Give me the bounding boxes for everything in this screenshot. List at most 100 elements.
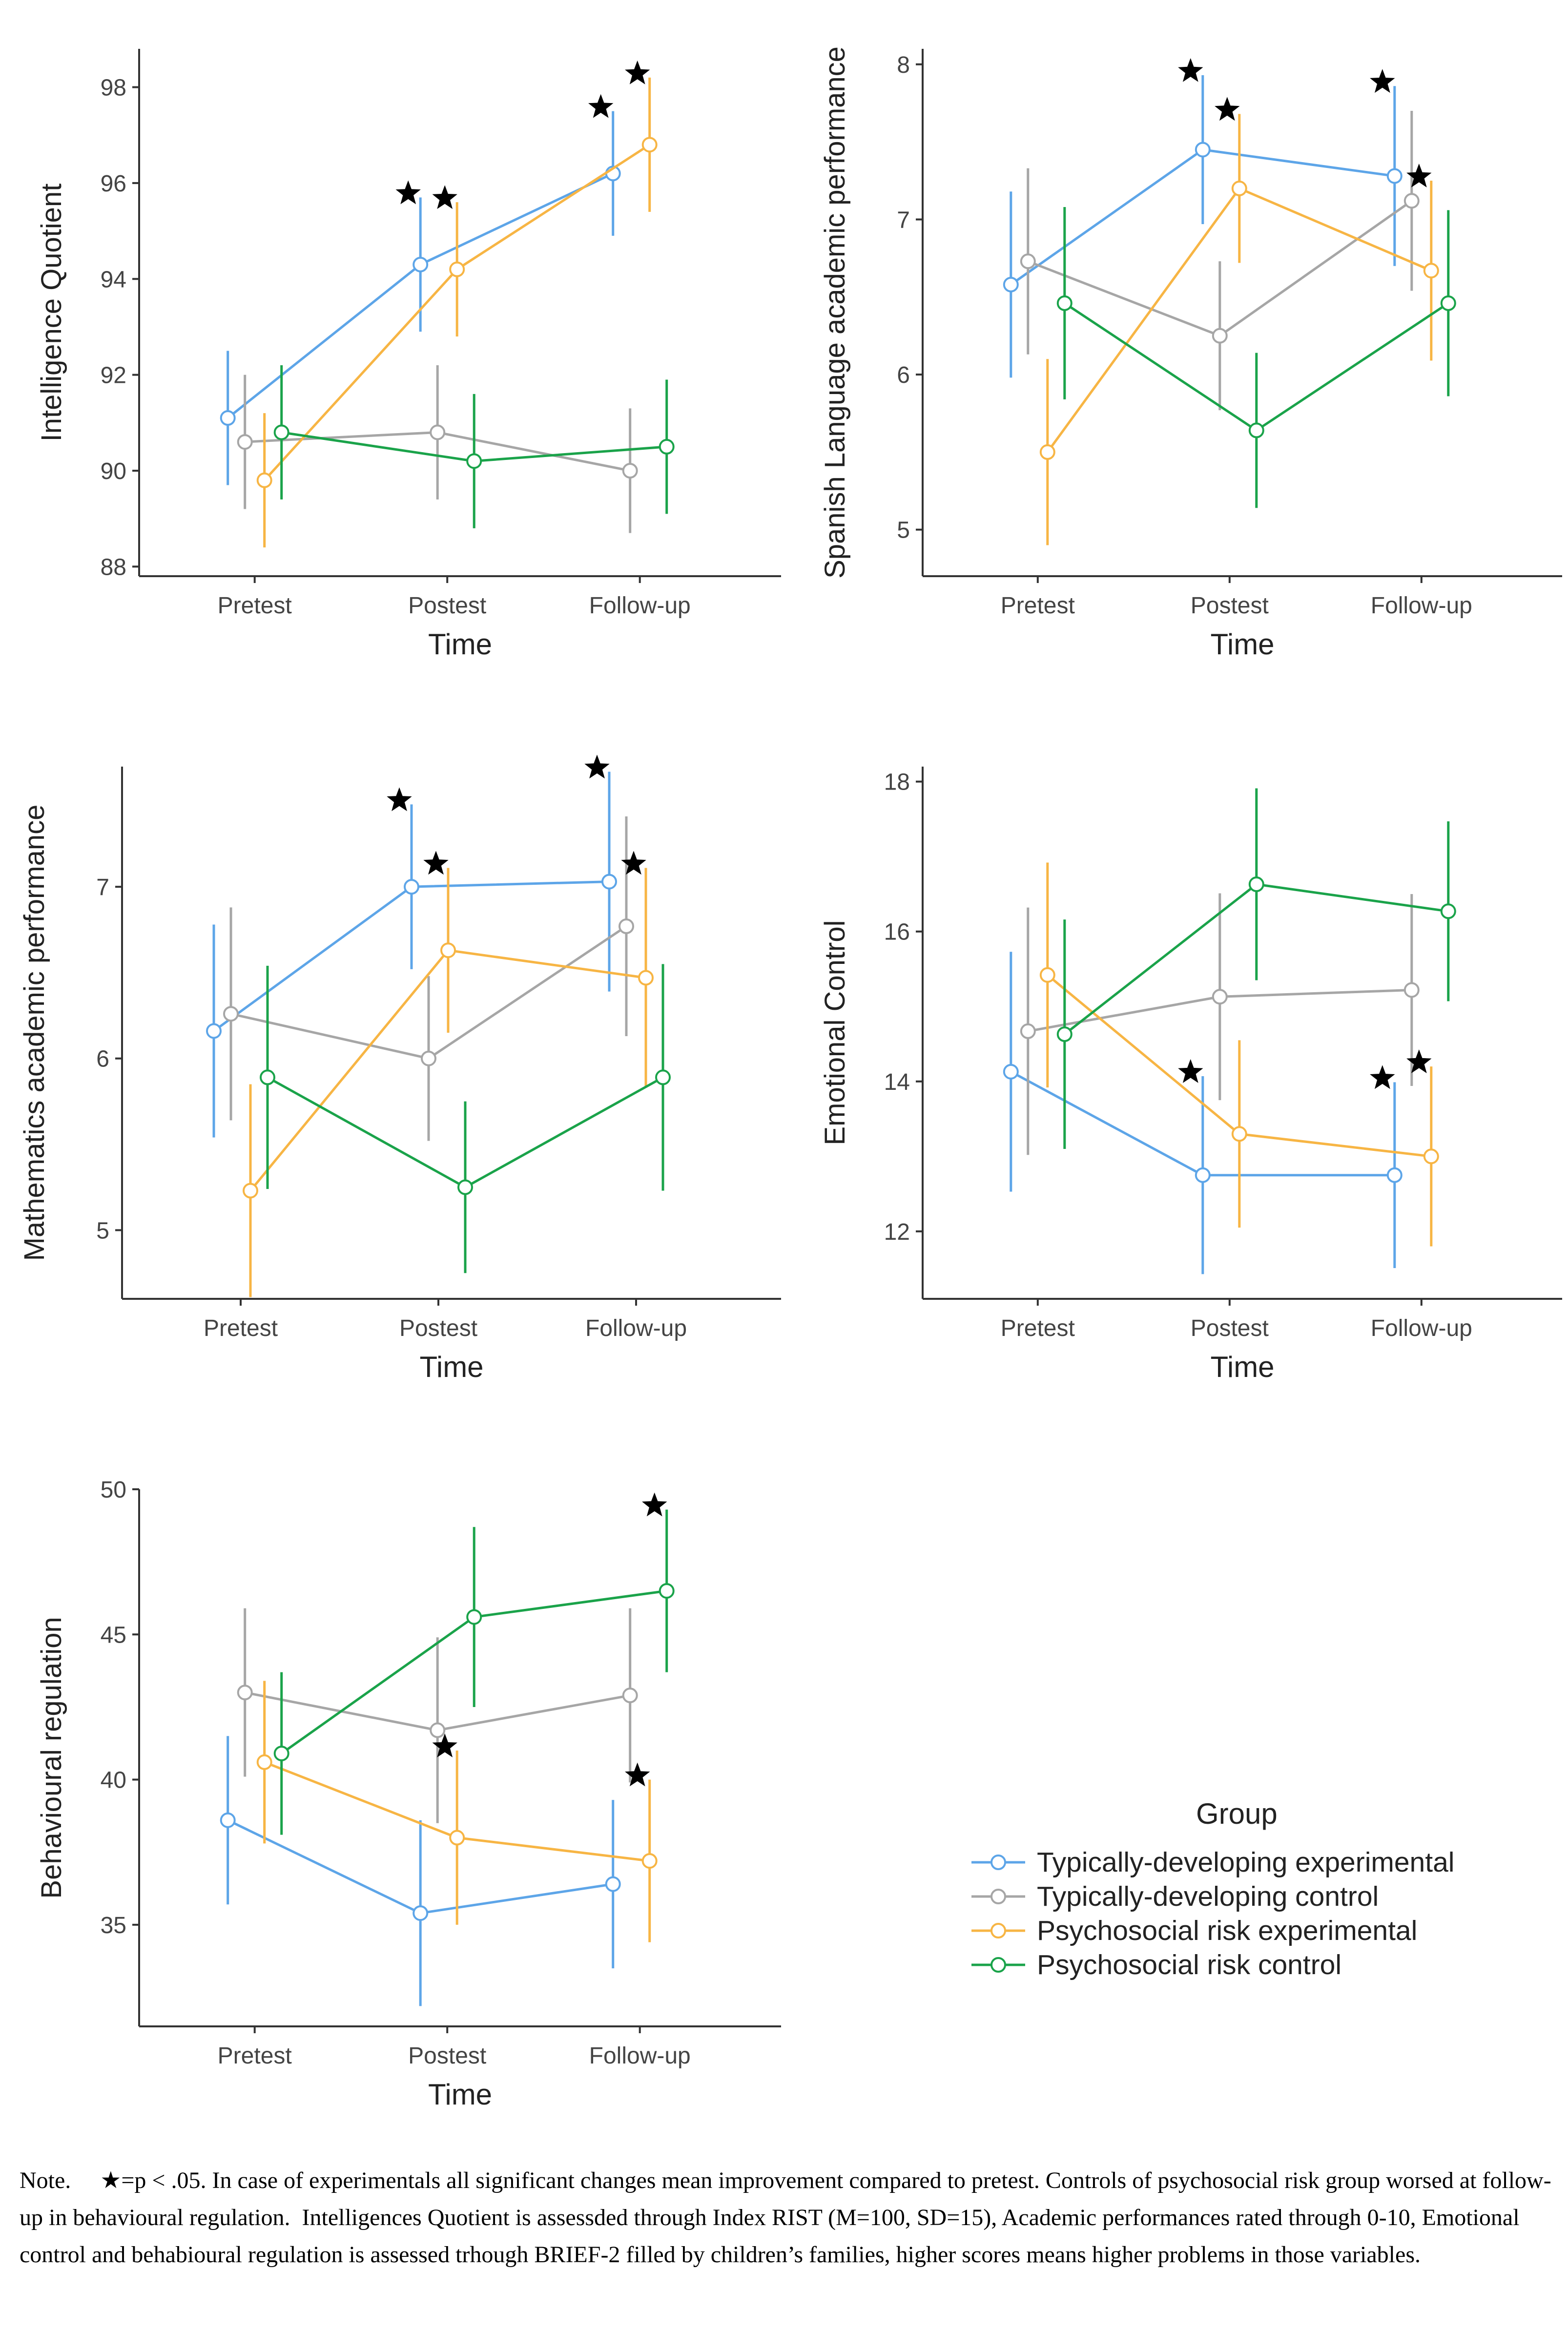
series-3	[273, 365, 675, 528]
data-point	[273, 1746, 289, 1762]
y-tick-label: 6	[897, 362, 910, 388]
data-point	[1003, 1063, 1019, 1080]
data-point	[605, 1876, 621, 1892]
y-tick-label: 7	[96, 875, 109, 900]
significance-star	[432, 185, 457, 209]
x-axis-title: Time	[1210, 628, 1274, 661]
x-tick-label: Follow-up	[1371, 593, 1472, 619]
y-axis-title: Behavioural regulation	[36, 1617, 67, 1898]
y-tick-label: 50	[101, 1477, 126, 1503]
legend-title: Group	[1196, 1797, 1278, 1830]
data-point	[237, 434, 253, 450]
data-point	[404, 879, 419, 895]
legend-item: Psychosocial risk experimental	[967, 1914, 1455, 1948]
significance-star	[1370, 69, 1395, 93]
legend-label: Psychosocial risk control	[1037, 1949, 1342, 1980]
series-3	[1056, 788, 1456, 1149]
legend-item: Typically-developing experimental	[967, 1845, 1455, 1879]
data-point	[466, 1609, 482, 1625]
x-tick-label: Postest	[399, 1315, 477, 1341]
data-point	[1423, 263, 1439, 279]
chart-1: 5 6 7 8 Pretest Postest Follow-up Time Spanish L…	[819, 46, 1562, 661]
y-tick-label: 12	[884, 1219, 910, 1245]
data-point	[457, 1179, 473, 1195]
x-tick-label: Pretest	[218, 2043, 292, 2069]
data-point	[1403, 982, 1420, 998]
data-point	[1020, 1023, 1036, 1039]
x-tick-label: Follow-up	[589, 593, 691, 619]
significance-star	[625, 1762, 650, 1787]
data-point	[273, 424, 289, 440]
significance-star	[625, 60, 650, 84]
star-icon: ★	[100, 2167, 122, 2193]
significance-star	[395, 180, 421, 205]
chart-4: 35 40 45 50 Pretest Postest Follow-up Time Behav…	[36, 1477, 781, 2111]
x-tick-label: Pretest	[1001, 593, 1075, 619]
x-tick-label: Pretest	[1001, 1315, 1075, 1341]
data-point	[206, 1023, 222, 1039]
series-2	[1039, 862, 1439, 1247]
x-tick-label: Follow-up	[1371, 1315, 1472, 1341]
series-1	[237, 1608, 638, 1823]
series-3	[260, 964, 671, 1273]
data-point	[1231, 180, 1247, 196]
data-point	[256, 1754, 272, 1770]
x-tick-label: Pretest	[218, 593, 292, 619]
data-point	[430, 1722, 446, 1738]
y-tick-label: 88	[101, 554, 126, 580]
legend-item: Typically-developing control	[967, 1879, 1455, 1914]
data-point	[220, 1812, 236, 1828]
y-axis-title: Emotional Control	[819, 920, 851, 1146]
x-tick-label: Postest	[408, 2043, 486, 2069]
data-point	[466, 453, 482, 469]
x-axis-title: Time	[419, 1351, 483, 1383]
data-point	[659, 438, 675, 455]
series-1	[223, 816, 634, 1141]
series-2	[1039, 97, 1439, 545]
y-tick-label: 18	[884, 770, 910, 795]
data-point	[1003, 276, 1019, 292]
significance-star	[588, 94, 614, 118]
significance-star	[1370, 1065, 1395, 1089]
y-axis-title: Intelligence Quotient	[36, 184, 67, 442]
significance-star	[432, 1733, 457, 1757]
legend-label: Psychosocial risk experimental	[1037, 1915, 1418, 1946]
data-point	[1231, 1126, 1247, 1142]
chart-2: 5 6 7 Pretest Postest Follow-up Time Mathematic…	[19, 754, 781, 1383]
significance-star	[1215, 97, 1240, 121]
series-1	[1020, 893, 1420, 1155]
y-tick-label: 98	[101, 75, 126, 101]
legend-key	[971, 1855, 1025, 1870]
note-text: In case of experimentals all significant…	[20, 2167, 1551, 2268]
x-tick-label: Postest	[1191, 1315, 1269, 1341]
legend-key	[971, 1957, 1025, 1973]
legend-marker	[990, 1923, 1006, 1938]
data-point	[641, 137, 658, 153]
y-tick-label: 16	[884, 919, 910, 945]
x-tick-label: Postest	[408, 593, 486, 619]
data-point	[1056, 1026, 1073, 1042]
data-point	[622, 1688, 638, 1704]
data-point	[260, 1069, 275, 1085]
series-0	[206, 754, 617, 1138]
note-label: Note.	[20, 2167, 71, 2193]
data-point	[1386, 1167, 1403, 1183]
y-tick-label: 35	[101, 1913, 126, 1938]
charts-figure: 88 90 92 94 96 98 Pretest Postest Follow-up Time I…	[19, 46, 1562, 2111]
data-point	[1020, 253, 1036, 270]
data-point	[622, 463, 638, 479]
series-2	[256, 1681, 658, 1942]
y-tick-label: 45	[101, 1622, 126, 1648]
data-point	[1212, 989, 1228, 1005]
series-2	[243, 851, 654, 1297]
data-point	[421, 1050, 436, 1066]
significance-star	[387, 787, 412, 812]
x-axis-title: Time	[428, 2078, 492, 2111]
data-point	[430, 424, 446, 440]
series-2	[256, 60, 658, 548]
legend-item: Psychosocial risk control	[967, 1948, 1455, 1982]
chart-3: 12 14 16 18 Pretest Postest Follow-up Time Emoti…	[819, 767, 1562, 1383]
data-point	[449, 1830, 465, 1846]
significance-star	[1178, 58, 1203, 82]
significance-star	[621, 851, 646, 875]
